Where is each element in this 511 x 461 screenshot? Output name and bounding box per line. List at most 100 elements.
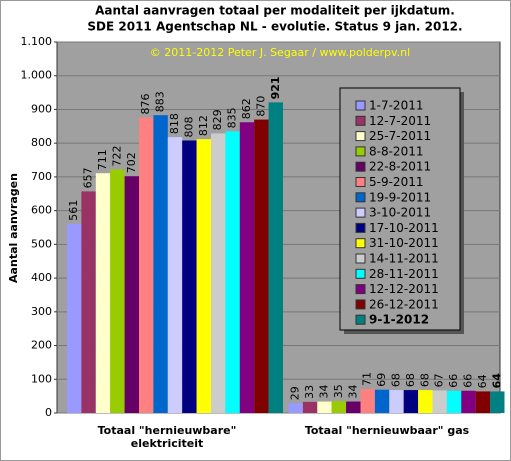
value-label: 657: [82, 167, 95, 188]
value-label: 34: [318, 385, 331, 399]
bar: [254, 119, 269, 413]
bar: [268, 102, 283, 413]
value-label: 68: [390, 373, 403, 387]
value-label: 862: [240, 98, 253, 119]
legend-label: 25-7-2011: [369, 129, 431, 143]
y-tick-label: 600: [31, 204, 52, 217]
legend-swatch: [355, 207, 366, 218]
bar: [225, 131, 240, 414]
y-tick-label: 200: [31, 339, 52, 352]
y-tick-label: 500: [31, 237, 52, 250]
y-tick-label: 900: [31, 102, 52, 115]
legend-swatch: [355, 253, 366, 264]
value-label: 35: [332, 384, 345, 398]
legend-swatch: [355, 146, 366, 157]
legend-label: 19-9-2011: [369, 190, 431, 204]
chart-title: Aantal aanvragen totaal per modaliteit p…: [95, 4, 455, 18]
value-label: 876: [139, 94, 152, 115]
legend-label: 28-11-2011: [369, 267, 439, 281]
bar: [182, 140, 197, 413]
y-tick-label: 0: [45, 406, 52, 419]
bar: [302, 401, 318, 413]
value-label: 66: [462, 374, 475, 388]
legend-swatch: [355, 100, 366, 111]
bar: [67, 223, 82, 413]
chart-subtitle: SDE 2011 Agentschap NL - evolutie. Statu…: [87, 20, 462, 34]
value-label: 711: [96, 149, 109, 170]
bar: [389, 390, 404, 413]
legend-label: 8-8-2011: [369, 144, 423, 158]
value-label: 829: [211, 109, 224, 130]
value-label: 68: [418, 373, 431, 387]
bar: [288, 403, 303, 413]
y-tick-label: 300: [31, 305, 52, 318]
value-label: 883: [154, 91, 167, 112]
annotation: © 2011-2012 Peter J. Segaar / www.polder…: [150, 46, 410, 59]
value-label: 33: [303, 385, 316, 399]
bar: [124, 176, 139, 413]
value-label: 69: [375, 373, 388, 387]
y-tick-label: 1.100: [21, 35, 53, 48]
value-label: 67: [433, 373, 446, 387]
y-tick-label: 700: [31, 170, 52, 183]
legend-swatch: [355, 238, 366, 249]
bar: [374, 389, 390, 413]
bar: [95, 173, 111, 413]
y-tick-label: 100: [31, 372, 52, 385]
legend-label: 26-12-2011: [369, 297, 439, 311]
bar: [360, 389, 375, 413]
value-label: 835: [226, 107, 239, 128]
value-label: 66: [447, 374, 460, 388]
value-label: 34: [346, 385, 359, 399]
bar: [432, 390, 447, 413]
legend-swatch: [355, 299, 366, 310]
value-label: 561: [67, 200, 80, 221]
legend-swatch: [355, 177, 366, 187]
legend-swatch: [355, 161, 366, 172]
bar: [418, 390, 433, 413]
bar: [153, 115, 168, 414]
bar: [139, 117, 154, 414]
value-label: 64: [490, 373, 503, 389]
value-label: 921: [269, 76, 282, 99]
legend-label: 12-7-2011: [369, 114, 431, 128]
value-label: 68: [404, 373, 417, 387]
value-label: 722: [110, 145, 123, 166]
legend-label: 12-12-2011: [369, 282, 439, 296]
legend-swatch: [355, 268, 366, 279]
legend-label: 14-11-2011: [369, 252, 439, 266]
bar: [211, 133, 226, 413]
y-axis-label: Aantal aanvragen: [7, 173, 20, 283]
x-tick-label: Totaal "hernieuwbaar" gas: [304, 424, 470, 437]
legend-label: 22-8-2011: [369, 160, 431, 174]
bar: [239, 122, 255, 414]
value-label: 870: [254, 96, 267, 117]
bar: [475, 391, 491, 413]
bar: [490, 391, 505, 413]
bar: [81, 191, 96, 413]
y-tick-label: 800: [31, 136, 52, 149]
legend-swatch: [355, 222, 366, 233]
value-label: 808: [182, 116, 195, 137]
value-label: 71: [361, 372, 374, 386]
legend-swatch: [355, 115, 366, 126]
legend-swatch: [355, 192, 366, 203]
bar: [167, 137, 183, 414]
bar: [461, 390, 476, 413]
bar: [403, 390, 419, 413]
value-label: 818: [168, 113, 181, 134]
value-label: 64: [476, 374, 489, 388]
legend-label: 9-1-2012: [369, 313, 429, 327]
value-label: 812: [197, 115, 210, 136]
bar: [346, 401, 361, 413]
legend-swatch: [355, 284, 366, 295]
value-label: 29: [289, 386, 302, 400]
x-tick-label: Totaal "hernieuwbare" elektriciteit: [97, 424, 237, 450]
bar: [196, 139, 211, 413]
y-tick-label: 1.000: [21, 69, 53, 82]
y-tick-label: 400: [31, 271, 52, 284]
legend-swatch: [355, 314, 366, 325]
legend-label: 3-10-2011: [369, 206, 431, 220]
